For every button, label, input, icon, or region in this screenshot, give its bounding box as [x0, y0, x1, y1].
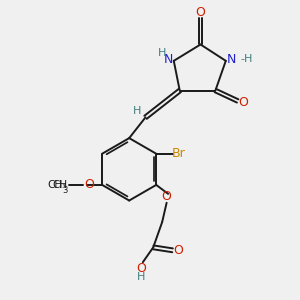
Text: CH₃: CH₃: [48, 180, 67, 190]
Text: O: O: [238, 96, 248, 109]
Text: H: H: [137, 272, 146, 282]
Text: Br: Br: [172, 147, 186, 160]
Text: CH: CH: [53, 180, 68, 190]
Text: N: N: [226, 53, 236, 66]
Text: 3: 3: [63, 186, 68, 195]
Text: H: H: [158, 48, 167, 59]
Text: O: O: [84, 178, 94, 191]
Text: O: O: [136, 262, 146, 275]
Text: O: O: [162, 190, 172, 203]
Text: H: H: [133, 106, 141, 116]
Text: -H: -H: [240, 54, 252, 64]
Text: N: N: [164, 53, 173, 66]
Text: O: O: [173, 244, 183, 257]
Text: O: O: [196, 6, 206, 19]
